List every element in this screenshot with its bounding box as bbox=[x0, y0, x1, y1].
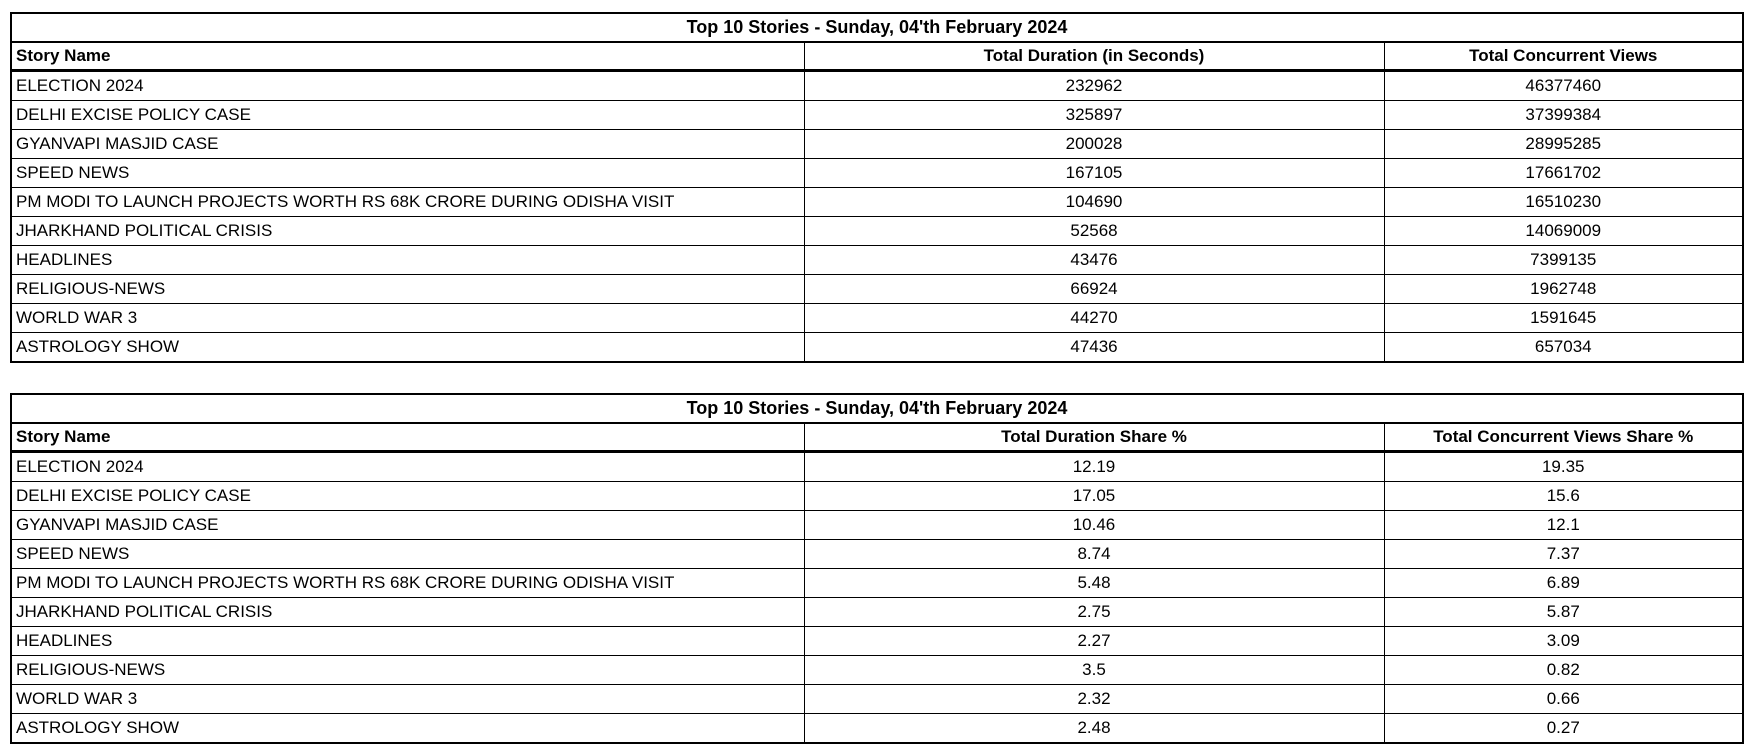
value-cell: 200028 bbox=[803, 129, 1385, 159]
table-row: RELIGIOUS-NEWS 66924 1962748 bbox=[10, 274, 1744, 304]
value-cell: 19.35 bbox=[1383, 451, 1744, 482]
story-name-cell: SPEED NEWS bbox=[10, 158, 805, 188]
story-name-cell: SPEED NEWS bbox=[10, 539, 805, 569]
story-name-cell: ASTROLOGY SHOW bbox=[10, 713, 805, 744]
story-name-cell: PM MODI TO LAUNCH PROJECTS WORTH RS 68K … bbox=[10, 568, 805, 598]
value-cell: 28995285 bbox=[1383, 129, 1744, 159]
story-name-cell: DELHI EXCISE POLICY CASE bbox=[10, 481, 805, 511]
value-cell: 52568 bbox=[803, 216, 1385, 246]
value-cell: 0.82 bbox=[1383, 655, 1744, 685]
story-name-cell: HEADLINES bbox=[10, 626, 805, 656]
column-header-total-concurrent-views: Total Concurrent Views bbox=[1383, 41, 1744, 72]
value-cell: 5.87 bbox=[1383, 597, 1744, 627]
value-cell: 3.09 bbox=[1383, 626, 1744, 656]
table-row: ELECTION 2024 232962 46377460 bbox=[10, 70, 1744, 101]
table-row: DELHI EXCISE POLICY CASE 17.05 15.6 bbox=[10, 481, 1744, 511]
story-name-cell: ELECTION 2024 bbox=[10, 70, 805, 101]
value-cell: 43476 bbox=[803, 245, 1385, 275]
table-row: PM MODI TO LAUNCH PROJECTS WORTH RS 68K … bbox=[10, 187, 1744, 217]
table-row: HEADLINES 43476 7399135 bbox=[10, 245, 1744, 275]
top-stories-share-table: Top 10 Stories - Sunday, 04'th February … bbox=[10, 393, 1744, 744]
value-cell: 104690 bbox=[803, 187, 1385, 217]
table-row: PM MODI TO LAUNCH PROJECTS WORTH RS 68K … bbox=[10, 568, 1744, 598]
value-cell: 12.19 bbox=[803, 451, 1385, 482]
story-name-cell: RELIGIOUS-NEWS bbox=[10, 655, 805, 685]
table-row: HEADLINES 2.27 3.09 bbox=[10, 626, 1744, 656]
story-name-cell: RELIGIOUS-NEWS bbox=[10, 274, 805, 304]
value-cell: 2.48 bbox=[803, 713, 1385, 744]
value-cell: 2.27 bbox=[803, 626, 1385, 656]
value-cell: 6.89 bbox=[1383, 568, 1744, 598]
table-row: DELHI EXCISE POLICY CASE 325897 37399384 bbox=[10, 100, 1744, 130]
column-header-total-duration: Total Duration (in Seconds) bbox=[803, 41, 1385, 72]
story-name-cell: WORLD WAR 3 bbox=[10, 303, 805, 333]
table-title-row: Top 10 Stories - Sunday, 04'th February … bbox=[10, 393, 1744, 424]
story-name-cell: GYANVAPI MASJID CASE bbox=[10, 510, 805, 540]
value-cell: 8.74 bbox=[803, 539, 1385, 569]
value-cell: 17661702 bbox=[1383, 158, 1744, 188]
table-row: ASTROLOGY SHOW 47436 657034 bbox=[10, 332, 1744, 363]
value-cell: 232962 bbox=[803, 70, 1385, 101]
table-row: ELECTION 2024 12.19 19.35 bbox=[10, 451, 1744, 482]
table-row: ASTROLOGY SHOW 2.48 0.27 bbox=[10, 713, 1744, 744]
value-cell: 167105 bbox=[803, 158, 1385, 188]
value-cell: 47436 bbox=[803, 332, 1385, 363]
table-title-row: Top 10 Stories - Sunday, 04'th February … bbox=[10, 12, 1744, 43]
value-cell: 657034 bbox=[1383, 332, 1744, 363]
value-cell: 16510230 bbox=[1383, 187, 1744, 217]
value-cell: 66924 bbox=[803, 274, 1385, 304]
value-cell: 1591645 bbox=[1383, 303, 1744, 333]
value-cell: 3.5 bbox=[803, 655, 1385, 685]
column-header-story-name: Story Name bbox=[10, 41, 805, 72]
value-cell: 2.75 bbox=[803, 597, 1385, 627]
value-cell: 44270 bbox=[803, 303, 1385, 333]
table-row: RELIGIOUS-NEWS 3.5 0.82 bbox=[10, 655, 1744, 685]
table-row: JHARKHAND POLITICAL CRISIS 2.75 5.87 bbox=[10, 597, 1744, 627]
story-name-cell: JHARKHAND POLITICAL CRISIS bbox=[10, 216, 805, 246]
story-name-cell: HEADLINES bbox=[10, 245, 805, 275]
table-row: WORLD WAR 3 2.32 0.66 bbox=[10, 684, 1744, 714]
table-row: GYANVAPI MASJID CASE 200028 28995285 bbox=[10, 129, 1744, 159]
table-header-row: Story Name Total Duration (in Seconds) T… bbox=[10, 41, 1744, 72]
value-cell: 17.05 bbox=[803, 481, 1385, 511]
value-cell: 325897 bbox=[803, 100, 1385, 130]
value-cell: 0.66 bbox=[1383, 684, 1744, 714]
value-cell: 46377460 bbox=[1383, 70, 1744, 101]
value-cell: 5.48 bbox=[803, 568, 1385, 598]
table-row: SPEED NEWS 8.74 7.37 bbox=[10, 539, 1744, 569]
value-cell: 15.6 bbox=[1383, 481, 1744, 511]
value-cell: 14069009 bbox=[1383, 216, 1744, 246]
column-header-concurrent-views-share: Total Concurrent Views Share % bbox=[1383, 422, 1744, 453]
column-header-story-name: Story Name bbox=[10, 422, 805, 453]
table-row: WORLD WAR 3 44270 1591645 bbox=[10, 303, 1744, 333]
story-name-cell: DELHI EXCISE POLICY CASE bbox=[10, 100, 805, 130]
story-name-cell: WORLD WAR 3 bbox=[10, 684, 805, 714]
story-name-cell: GYANVAPI MASJID CASE bbox=[10, 129, 805, 159]
story-name-cell: ELECTION 2024 bbox=[10, 451, 805, 482]
value-cell: 0.27 bbox=[1383, 713, 1744, 744]
story-name-cell: JHARKHAND POLITICAL CRISIS bbox=[10, 597, 805, 627]
story-name-cell: ASTROLOGY SHOW bbox=[10, 332, 805, 363]
table-row: GYANVAPI MASJID CASE 10.46 12.1 bbox=[10, 510, 1744, 540]
table-row: JHARKHAND POLITICAL CRISIS 52568 14069009 bbox=[10, 216, 1744, 246]
table-body: ELECTION 2024 12.19 19.35 DELHI EXCISE POLI… bbox=[10, 451, 1744, 744]
table-title: Top 10 Stories - Sunday, 04'th February … bbox=[10, 393, 1744, 424]
value-cell: 7.37 bbox=[1383, 539, 1744, 569]
table-body: ELECTION 2024 232962 46377460 DELHI EXCISE … bbox=[10, 70, 1744, 363]
table-title: Top 10 Stories - Sunday, 04'th February … bbox=[10, 12, 1744, 43]
value-cell: 2.32 bbox=[803, 684, 1385, 714]
value-cell: 7399135 bbox=[1383, 245, 1744, 275]
table-header-row: Story Name Total Duration Share % Total … bbox=[10, 422, 1744, 453]
table-row: SPEED NEWS 167105 17661702 bbox=[10, 158, 1744, 188]
value-cell: 10.46 bbox=[803, 510, 1385, 540]
top-stories-totals-table: Top 10 Stories - Sunday, 04'th February … bbox=[10, 12, 1744, 363]
value-cell: 1962748 bbox=[1383, 274, 1744, 304]
story-name-cell: PM MODI TO LAUNCH PROJECTS WORTH RS 68K … bbox=[10, 187, 805, 217]
column-header-duration-share: Total Duration Share % bbox=[803, 422, 1385, 453]
value-cell: 37399384 bbox=[1383, 100, 1744, 130]
value-cell: 12.1 bbox=[1383, 510, 1744, 540]
